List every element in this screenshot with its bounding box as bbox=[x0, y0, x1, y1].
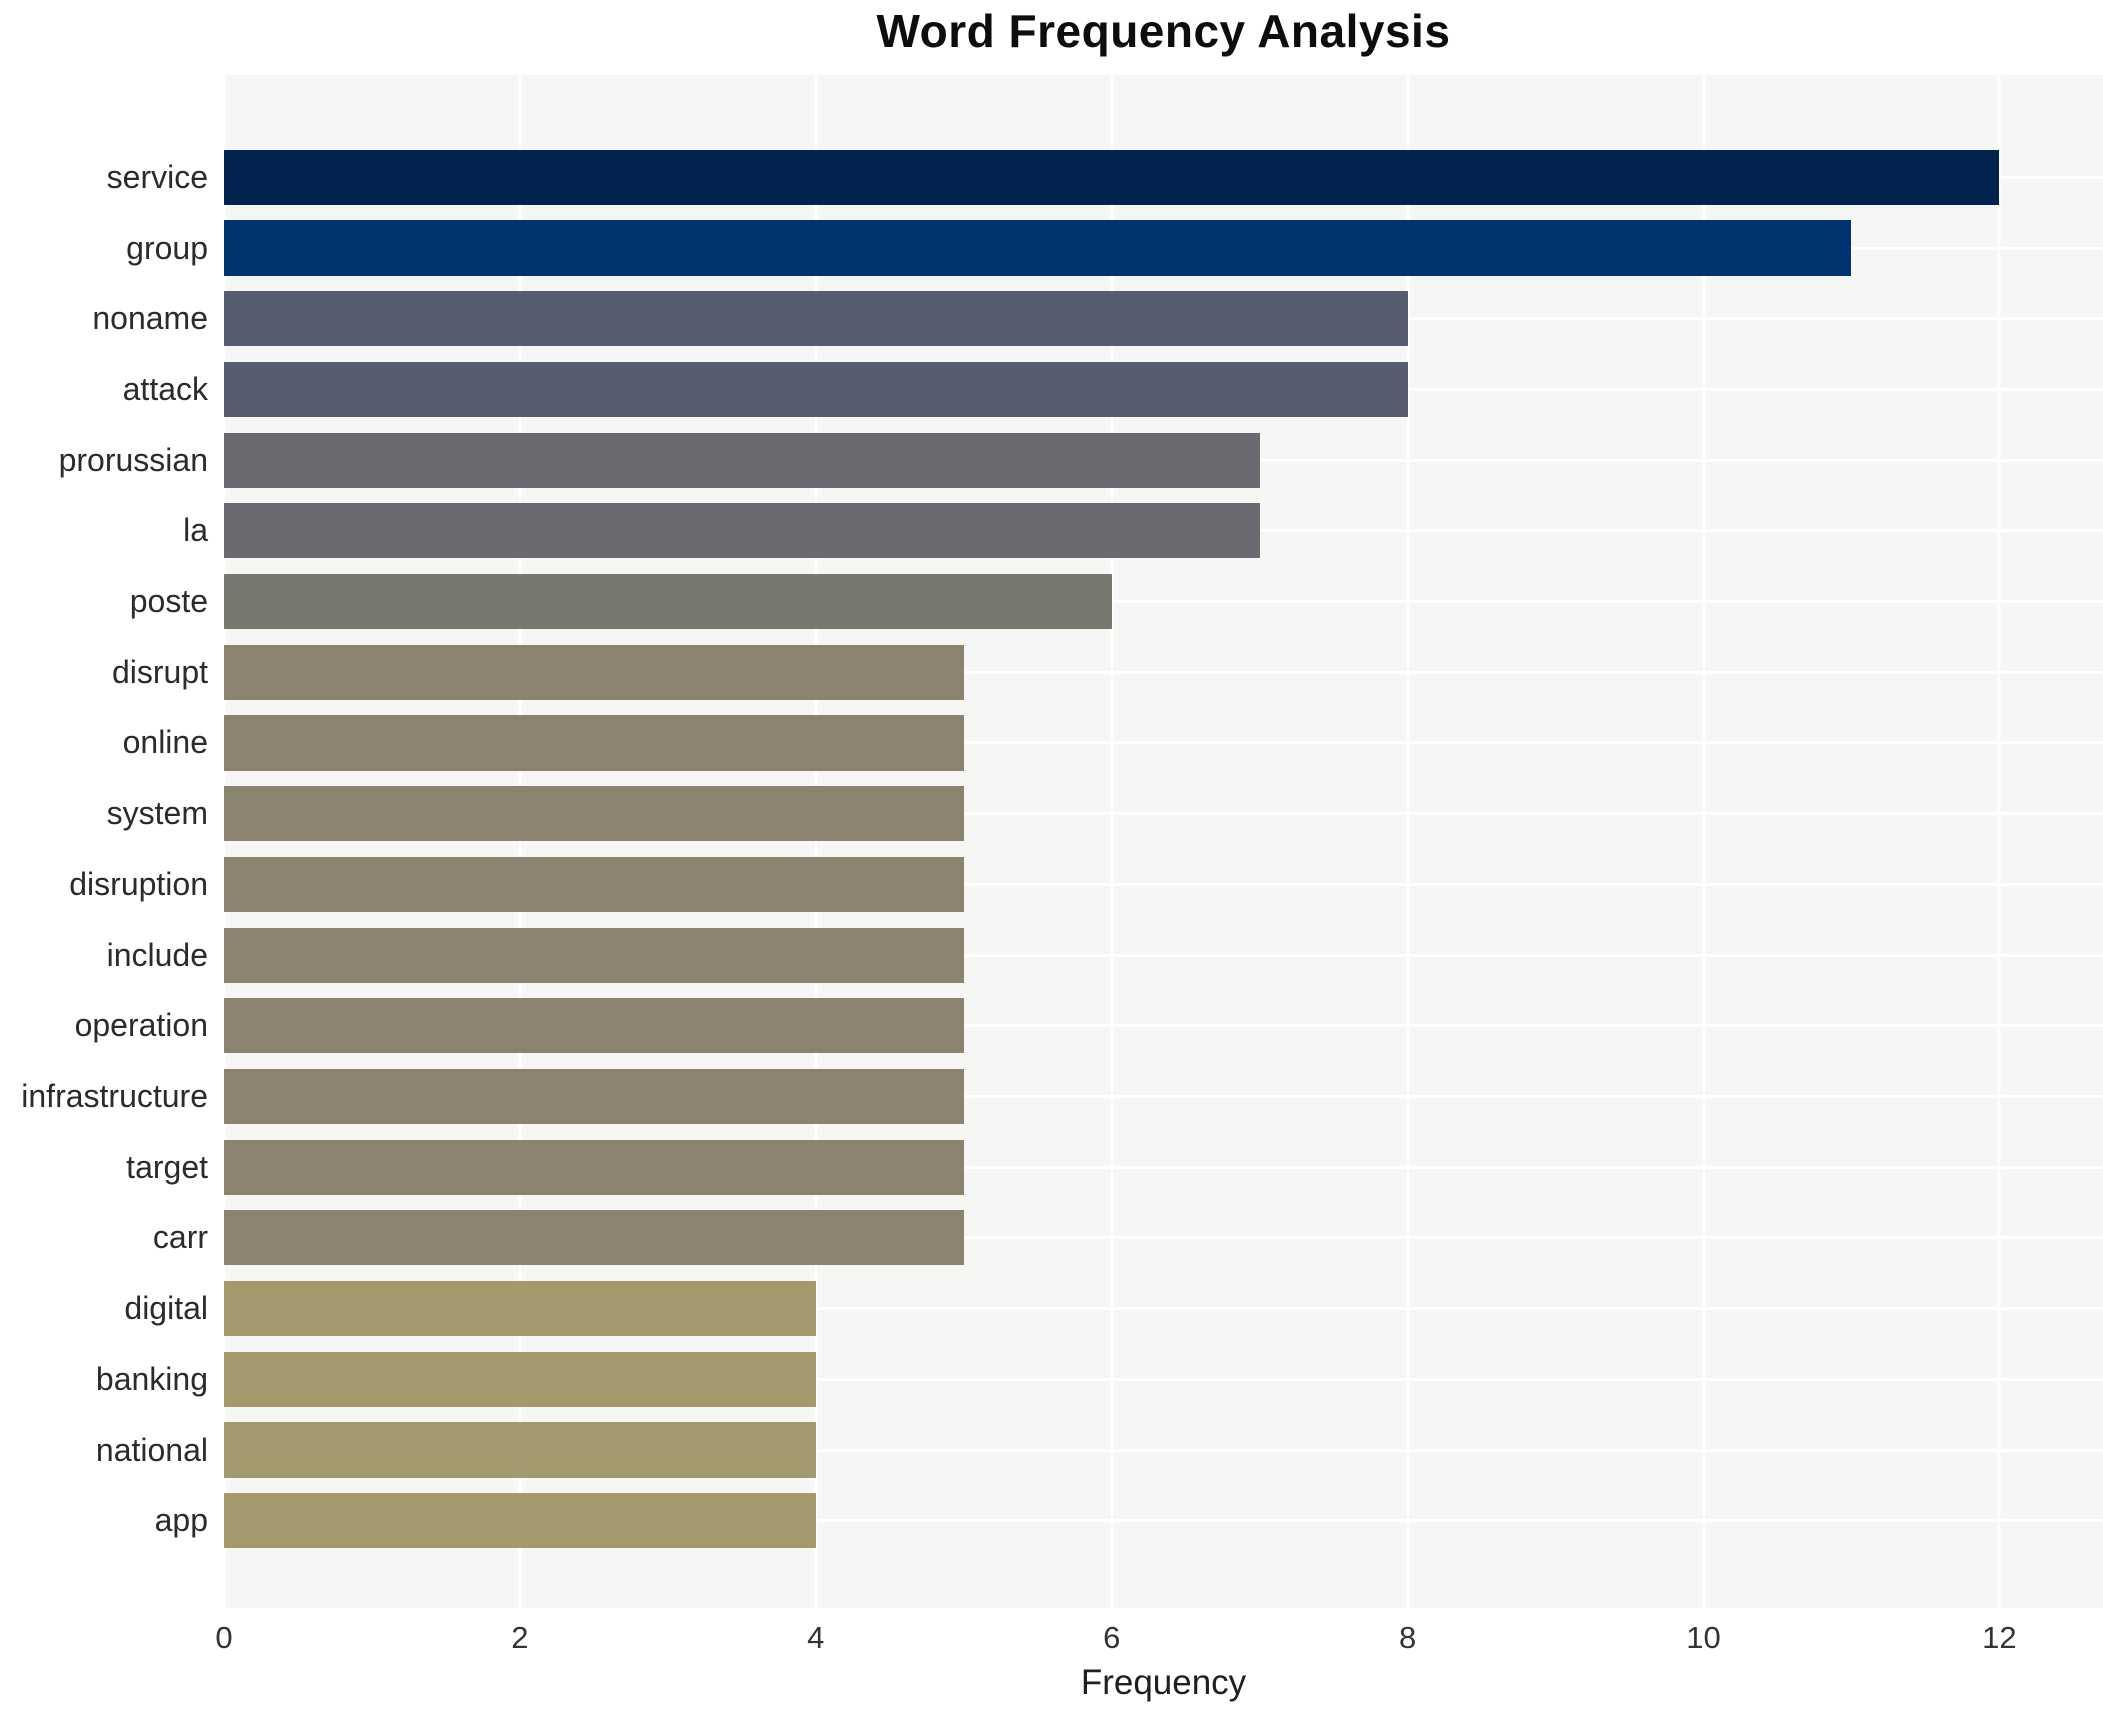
bar bbox=[224, 1210, 964, 1266]
gridline-horizontal bbox=[224, 1448, 2103, 1452]
bar-row bbox=[224, 1415, 2103, 1486]
gridline-horizontal bbox=[224, 1165, 2103, 1169]
gridline-horizontal bbox=[224, 670, 2103, 674]
bar-row bbox=[224, 990, 2103, 1061]
bar-row bbox=[224, 778, 2103, 849]
bar-row bbox=[224, 425, 2103, 496]
category-label: app bbox=[154, 1502, 208, 1539]
bar bbox=[224, 786, 964, 842]
gridline-vertical bbox=[518, 75, 522, 1608]
category-label: service bbox=[106, 158, 208, 195]
category-label: infrastructure bbox=[21, 1077, 208, 1114]
bar bbox=[224, 856, 964, 912]
category-label: banking bbox=[95, 1360, 208, 1397]
bar bbox=[224, 1281, 816, 1337]
category-label: la bbox=[183, 512, 208, 549]
x-axis-ticks: 0 2 4 6 8 10 12 bbox=[215, 1620, 2103, 1662]
bar-row bbox=[224, 496, 2103, 567]
bar-row bbox=[224, 1061, 2103, 1132]
bar-row bbox=[224, 1273, 2103, 1344]
category-axis: service group noname attack prorussian la post… bbox=[0, 142, 208, 1556]
bar bbox=[224, 1351, 816, 1407]
gridline-horizontal bbox=[224, 882, 2103, 886]
bar-row bbox=[224, 708, 2103, 779]
category-label: include bbox=[106, 936, 208, 973]
category-label: carr bbox=[152, 1219, 208, 1256]
bar bbox=[224, 573, 1112, 630]
gridline-vertical bbox=[1997, 75, 2001, 1608]
category-label: disrupt bbox=[111, 653, 208, 690]
gridline-horizontal bbox=[224, 741, 2103, 745]
category-label: operation bbox=[74, 1007, 208, 1044]
category-label: noname bbox=[92, 300, 208, 337]
bar-row bbox=[224, 1485, 2103, 1556]
chart-title: Word Frequency Analysis bbox=[876, 5, 1451, 57]
gridline-vertical bbox=[1702, 75, 1706, 1608]
bar bbox=[224, 291, 1408, 347]
category-label: disruption bbox=[69, 865, 208, 902]
gridline-vertical bbox=[814, 75, 818, 1608]
x-tick-label: 4 bbox=[807, 1620, 825, 1655]
bar bbox=[224, 1068, 964, 1125]
gridline-horizontal bbox=[224, 1377, 2103, 1381]
bar bbox=[224, 1493, 816, 1549]
bar-row bbox=[224, 1203, 2103, 1274]
gridline-horizontal bbox=[224, 1024, 2103, 1028]
gridline-horizontal bbox=[224, 1094, 2103, 1098]
category-label: online bbox=[122, 724, 208, 761]
gridline-vertical bbox=[1406, 75, 1410, 1608]
gridline-horizontal bbox=[224, 1236, 2103, 1240]
plot-area bbox=[222, 75, 2103, 1608]
bar-row bbox=[224, 354, 2103, 425]
x-tick-label: 10 bbox=[1686, 1620, 1721, 1655]
bar-row bbox=[224, 1344, 2103, 1415]
bar bbox=[224, 927, 964, 983]
gridline-horizontal bbox=[224, 953, 2103, 957]
category-label: prorussian bbox=[58, 441, 208, 478]
gridline-horizontal bbox=[224, 1519, 2103, 1523]
x-tick-label: 8 bbox=[1398, 1620, 1417, 1655]
bar bbox=[224, 220, 1852, 276]
bar-row bbox=[224, 283, 2103, 354]
bar bbox=[224, 361, 1408, 418]
bar-row bbox=[224, 920, 2103, 991]
category-label: system bbox=[106, 795, 208, 832]
gridline-vertical bbox=[1110, 75, 1114, 1608]
category-label: national bbox=[95, 1431, 208, 1468]
bar-row bbox=[224, 1132, 2103, 1203]
bar-row bbox=[224, 849, 2103, 920]
bar bbox=[224, 149, 2000, 205]
bar-row bbox=[224, 566, 2103, 637]
category-label: target bbox=[126, 1148, 208, 1185]
x-tick-label: 6 bbox=[1103, 1620, 1121, 1655]
bar bbox=[224, 1139, 964, 1195]
x-tick-label: 0 bbox=[215, 1620, 233, 1655]
bar bbox=[224, 1422, 816, 1478]
bar-row bbox=[224, 213, 2103, 284]
category-label: group bbox=[126, 229, 208, 266]
category-label: attack bbox=[122, 370, 208, 407]
gridline-horizontal bbox=[224, 1307, 2103, 1311]
gridline-vertical bbox=[222, 75, 226, 1608]
bar-row bbox=[224, 637, 2103, 708]
bar bbox=[224, 432, 1260, 488]
gridline-horizontal bbox=[224, 600, 2103, 604]
bar bbox=[224, 998, 964, 1054]
bar bbox=[224, 644, 964, 700]
x-tick-label: 2 bbox=[511, 1620, 529, 1655]
category-label: digital bbox=[124, 1290, 208, 1327]
bar bbox=[224, 715, 964, 771]
bar bbox=[224, 503, 1260, 559]
bar-rows bbox=[224, 142, 2103, 1556]
x-axis-label: Frequency bbox=[1080, 1663, 1247, 1702]
category-label: poste bbox=[129, 583, 208, 620]
x-tick-label: 12 bbox=[1982, 1620, 2017, 1655]
bar-row bbox=[224, 142, 2103, 213]
gridline-horizontal bbox=[224, 812, 2103, 816]
